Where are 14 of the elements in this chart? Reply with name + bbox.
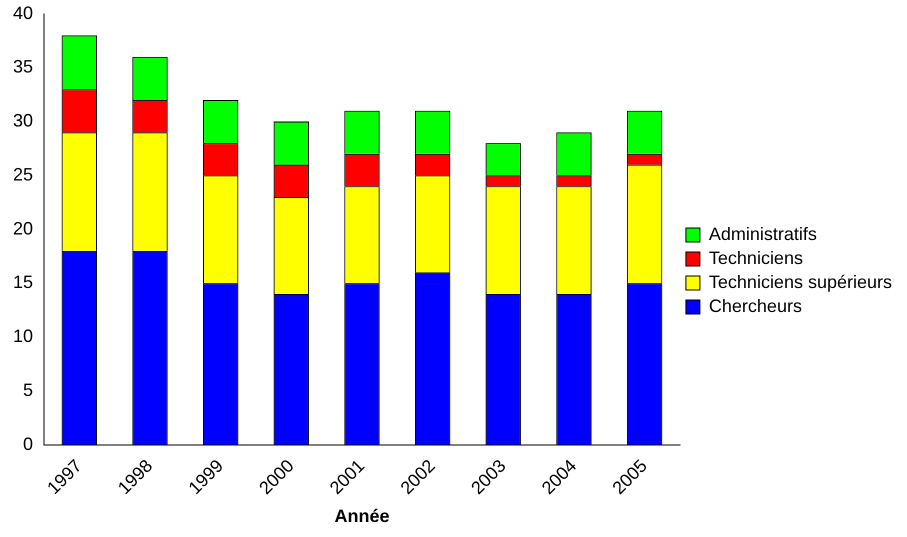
legend-label: Administratifs: [708, 224, 817, 244]
y-tick-label: 35: [12, 56, 34, 77]
y-tick-label: 40: [12, 2, 34, 23]
y-tick-label: 5: [23, 380, 34, 400]
x-axis-title: Année: [334, 506, 390, 526]
legend-label: Chercheurs: [708, 296, 802, 316]
y-tick-label: 20: [12, 218, 34, 238]
y-tick-label: 0: [23, 434, 34, 454]
y-tick-label: 30: [12, 110, 34, 131]
y-tick-label: 25: [12, 164, 34, 184]
legend-label: Techniciens: [708, 248, 803, 268]
y-tick-label: 15: [12, 272, 34, 292]
y-tick-label: 10: [12, 326, 34, 346]
legend-label: Techniciens supérieurs: [708, 272, 892, 292]
